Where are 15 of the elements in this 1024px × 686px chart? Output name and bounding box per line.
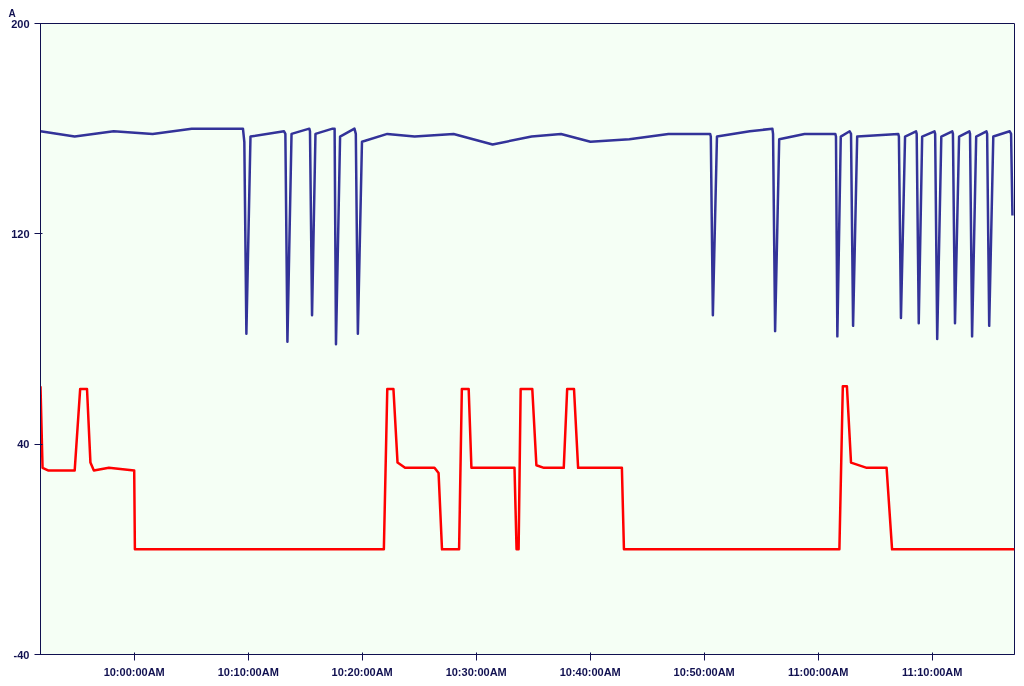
y-tick-label: -40 bbox=[13, 648, 30, 661]
line-series bbox=[40, 127, 1014, 346]
y-tick-label: 40 bbox=[17, 438, 30, 451]
x-tick-label: 11:10:00AM bbox=[901, 665, 963, 678]
y-axis-title: A bbox=[8, 7, 16, 19]
y-tick-label: 120 bbox=[11, 227, 30, 240]
x-tick-label: 11:00:00AM bbox=[787, 665, 849, 678]
y-tick-label: 200 bbox=[11, 17, 30, 30]
x-tick-label: 10:30:00AM bbox=[445, 665, 507, 678]
line-series bbox=[40, 385, 1015, 551]
x-tick-label: 10:00:00AM bbox=[103, 665, 165, 678]
x-tick-label: 10:40:00AM bbox=[559, 665, 621, 678]
x-tick-label: 10:50:00AM bbox=[673, 665, 735, 678]
x-tick-label: 10:10:00AM bbox=[217, 665, 279, 678]
x-tick-label: 10:20:00AM bbox=[331, 665, 393, 678]
